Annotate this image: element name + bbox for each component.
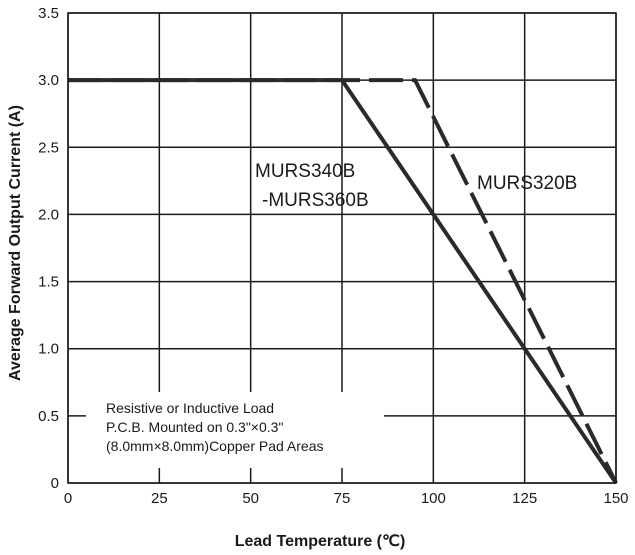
y-tick-label: 1.5 xyxy=(38,274,59,291)
annotation-line: Resistive or Inductive Load xyxy=(106,400,274,416)
annotation: Resistive or Inductive Load P.C.B. Mount… xyxy=(106,400,323,454)
x-tick-label: 125 xyxy=(512,490,537,507)
x-tick-label: 150 xyxy=(603,490,628,507)
y-tick-label: 3.0 xyxy=(38,72,59,89)
y-tick-label: 2.5 xyxy=(38,139,59,156)
annotation-background xyxy=(86,392,384,468)
series-label-murs360b: -MURS360B xyxy=(262,190,369,211)
series-lines xyxy=(68,78,618,485)
annotation-line: P.C.B. Mounted on 0.3"×0.3" xyxy=(106,419,283,435)
annotation-line: (8.0mm×8.0mm)Copper Pad Areas xyxy=(106,438,323,454)
series-line-murs320b xyxy=(68,78,618,484)
y-tick-label: 1.0 xyxy=(38,341,59,358)
x-tick-label: 0 xyxy=(64,490,72,507)
tick-labels: 0 25 50 75 100 125 150 0 0.5 1.0 1.5 2.0 2.5 3.0 3.5 xyxy=(38,5,628,507)
series-label-murs340b: MURS340B xyxy=(255,161,355,182)
y-tick-label: 0 xyxy=(51,475,59,492)
x-tick-label: 75 xyxy=(334,490,351,507)
y-axis-label: Average Forward Output Current (A) xyxy=(7,105,24,381)
series-labels: MURS340B -MURS360B MURS320B xyxy=(255,161,577,211)
x-axis-label: Lead Temperature (℃) xyxy=(235,533,406,550)
y-tick-label: 2.0 xyxy=(38,206,59,223)
y-tick-label: 0.5 xyxy=(38,408,59,425)
x-tick-label: 25 xyxy=(151,490,168,507)
plot-frame xyxy=(67,12,617,484)
x-tick-label: 50 xyxy=(242,490,259,507)
series-label-murs320b: MURS320B xyxy=(477,173,577,194)
x-tick-label: 100 xyxy=(421,490,446,507)
y-tick-label: 3.5 xyxy=(38,5,59,22)
